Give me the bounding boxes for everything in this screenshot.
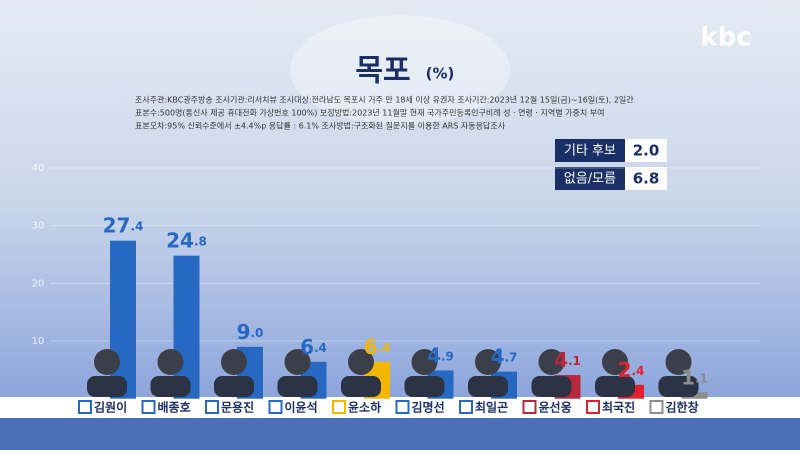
- candidate-photo: [284, 349, 311, 375]
- legend-icon: [205, 400, 219, 414]
- x-tick-label: 윤소하: [348, 400, 381, 415]
- note: 표본수:500명(통신사 제공 휴대전화 가상번호 100%) 보정방법:202…: [135, 108, 604, 118]
- extra-value: 6.8: [633, 170, 660, 188]
- extra-label: 없음/모름: [564, 172, 616, 187]
- value-label: 24.8: [166, 228, 207, 252]
- candidate-photo: [157, 349, 184, 375]
- value-label: 4.9: [427, 343, 454, 367]
- candidate-photo: [404, 376, 445, 397]
- logo: kbc: [700, 23, 751, 53]
- value-label: 27.4: [103, 213, 144, 237]
- dome: [290, 15, 510, 125]
- x-tick-label: 김한창: [666, 400, 699, 415]
- y-tick-label: 10: [32, 336, 45, 347]
- legend-icon: [332, 400, 346, 414]
- candidate-photo: [214, 376, 254, 397]
- candidate-photo: [87, 376, 127, 397]
- x-tick-label: 최일곤: [475, 400, 508, 415]
- candidate-photo: [221, 349, 247, 375]
- bar: [173, 255, 200, 399]
- legend-icon: [395, 400, 410, 414]
- candidate-photo: [150, 376, 191, 397]
- value-label: 2.4: [618, 357, 645, 381]
- extra-value: 2.0: [633, 142, 660, 160]
- legend-icon: [141, 400, 156, 414]
- legend-icon: [268, 400, 283, 414]
- extra-box: [625, 167, 667, 190]
- candidate-photo: [602, 349, 628, 375]
- candidate-photo: [475, 349, 501, 375]
- candidate-photo: [658, 376, 699, 397]
- value-label: 6.4: [364, 334, 391, 358]
- candidate-photo: [341, 376, 381, 397]
- value-label: 6.4: [300, 334, 327, 358]
- value-label: 9.0: [237, 319, 264, 343]
- chart-title: 목포: [355, 54, 410, 89]
- legend-icon: [459, 400, 473, 414]
- candidate-photo: [411, 349, 438, 375]
- x-tick-label: 최국진: [602, 400, 635, 415]
- note: 표본오차:95% 신뢰수준에서 ±4.4%p 응답률 : 6.1% 조사방법:구…: [135, 121, 506, 131]
- extra-box: [555, 167, 625, 190]
- legend-icon: [78, 400, 92, 414]
- candidate-photo: [94, 349, 120, 375]
- x-tick-label: 김원이: [94, 400, 127, 415]
- candidate-photo: [277, 376, 318, 397]
- bottom-band: [0, 418, 800, 450]
- candidate-photo: [468, 376, 508, 397]
- bar: [110, 240, 136, 399]
- legend-icon: [586, 400, 600, 414]
- candidate-photo: [595, 376, 635, 397]
- x-tick-label: 김명선: [412, 400, 445, 415]
- x-tick-label: 배종호: [158, 400, 191, 415]
- y-tick-label: 20: [32, 278, 45, 289]
- value-label: 4.7: [491, 344, 518, 368]
- value-label: 1.1: [681, 365, 708, 389]
- y-tick-label: 30: [32, 221, 45, 232]
- value-label: 4.1: [554, 348, 581, 372]
- unit: (%): [426, 65, 455, 83]
- legend-icon: [522, 400, 537, 414]
- y-tick-label: 40: [32, 163, 45, 174]
- legend-icon: [649, 400, 664, 414]
- note: 조사주관:KBC광주방송 조사기관:리서치뷰 조사대상:전라남도 목포시 거주 …: [135, 95, 634, 105]
- extra-box: [555, 139, 625, 162]
- candidate-photo: [665, 349, 692, 375]
- extra-box: [625, 139, 667, 162]
- candidate-photo: [348, 349, 374, 375]
- candidate-photo: [538, 349, 565, 375]
- extra-label: 기타 후보: [564, 144, 616, 159]
- candidate-photo: [531, 376, 572, 397]
- x-tick-label: 이윤석: [285, 400, 318, 415]
- x-tick-label: 문용진: [221, 400, 254, 415]
- x-tick-label: 윤선웅: [539, 400, 572, 415]
